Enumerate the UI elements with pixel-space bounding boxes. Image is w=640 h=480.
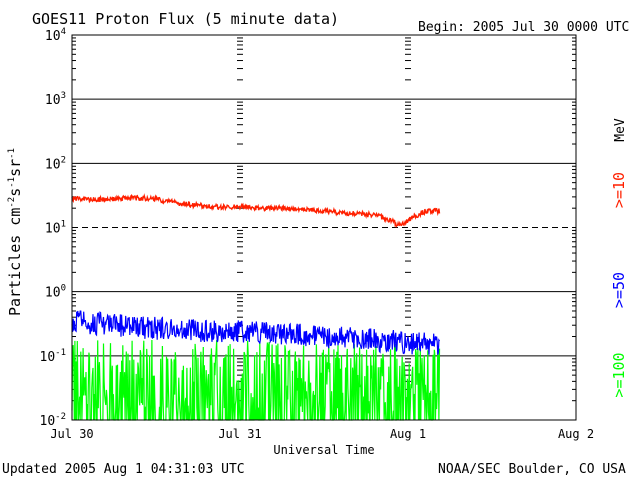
y-tick-label: 10-2	[40, 412, 67, 429]
svg-text:Particles cm-2s-1sr-1: Particles cm-2s-1sr-1	[6, 148, 24, 316]
y-tick-labels: 104 103 102 101 100 10-1 10-2	[40, 27, 67, 429]
begin-label: Begin: 2005 Jul 30 0000 UTC	[418, 20, 629, 35]
x-axis-label: Universal Time	[273, 443, 374, 457]
plot-frame	[71, 34, 577, 421]
legend-label: >=10	[610, 172, 628, 208]
chart-title: GOES11 Proton Flux (5 minute data)	[32, 10, 339, 28]
y-tick-label: 103	[45, 91, 66, 108]
series-layer	[71, 193, 441, 421]
series-line-ge10	[71, 193, 441, 228]
legend-label: >=50	[610, 272, 628, 308]
y-label-exp3: -1	[7, 148, 17, 159]
day-tick-marks	[237, 37, 411, 402]
y-label-main: Particles cm	[6, 208, 24, 316]
legend-entry: >=10	[610, 172, 628, 208]
y-tick-label: 102	[45, 155, 66, 172]
legend-entry: >=100	[610, 352, 628, 397]
legend-entry: >=50	[610, 272, 628, 308]
x-tick-label: Jul 31	[218, 427, 261, 441]
legend-unit-label: MeV	[613, 118, 628, 142]
y-label-mid2: sr	[6, 159, 24, 177]
y-tick-label: 104	[45, 27, 66, 44]
x-tick-labels: Jul 30 Jul 31 Aug 1 Aug 2	[50, 427, 594, 441]
y-tick-label: 101	[45, 220, 66, 237]
legend-label: >=100	[610, 352, 628, 397]
x-tick-label: Aug 1	[390, 427, 426, 441]
credit-text: NOAA/SEC Boulder, CO USA	[438, 462, 626, 477]
series-line-ge100	[71, 339, 441, 421]
x-tick-label: Aug 2	[558, 427, 594, 441]
series-line-ge50	[71, 310, 441, 355]
legend: >=10 MeV >=50 >=100	[610, 118, 628, 397]
y-axis-label: Particles cm-2s-1sr-1	[6, 148, 24, 316]
updated-timestamp: Updated 2005 Aug 1 04:31:03 UTC	[2, 462, 245, 477]
y-tick-label: 10-1	[40, 348, 67, 365]
y-label-exp1: -2	[7, 197, 17, 208]
grid-lines	[72, 37, 576, 402]
legend-unit: MeV	[613, 118, 628, 142]
x-tick-label: Jul 30	[50, 427, 93, 441]
y-label-exp2: -1	[7, 177, 17, 188]
y-label-mid1: s	[6, 188, 24, 197]
y-tick-label: 100	[45, 284, 66, 301]
